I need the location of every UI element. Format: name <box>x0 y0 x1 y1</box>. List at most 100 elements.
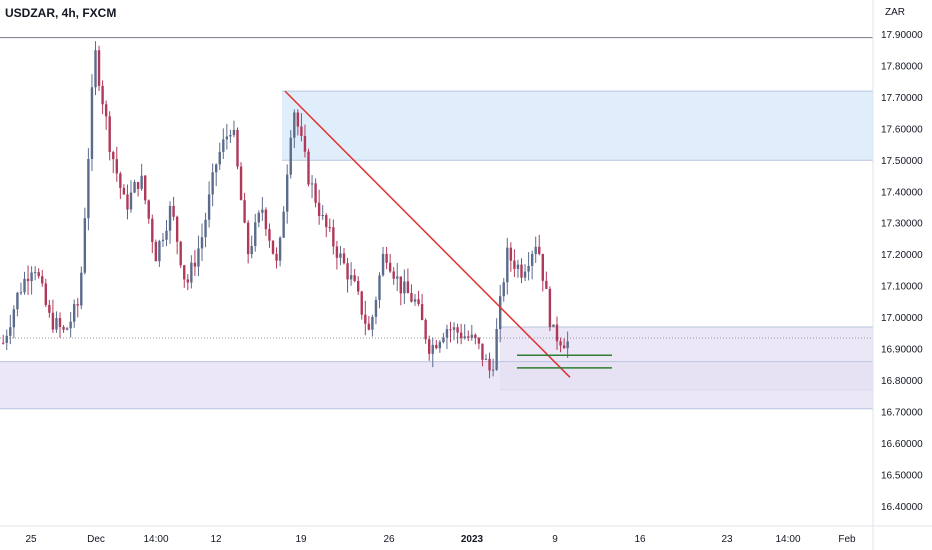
candle-body <box>399 276 402 294</box>
candle-body <box>183 265 186 280</box>
price-tick: 17.40000 <box>881 187 923 198</box>
candle-body <box>374 300 378 317</box>
candle-body <box>41 276 44 284</box>
candle-body <box>470 334 473 338</box>
candle-body <box>555 324 559 342</box>
candle-body <box>275 253 278 261</box>
candle-body <box>349 275 353 280</box>
candle-body <box>328 227 331 229</box>
candle-body <box>215 164 218 173</box>
candle-body <box>367 323 371 330</box>
candle-body <box>211 172 214 195</box>
candle-body <box>442 337 445 343</box>
candle-body <box>94 50 97 88</box>
candle-body <box>218 151 221 165</box>
candle-body <box>158 241 161 262</box>
candle-body <box>538 246 541 254</box>
candle-body <box>438 342 442 349</box>
candle-body <box>2 342 5 344</box>
candle-body <box>459 332 463 339</box>
candle-body <box>559 341 562 346</box>
candle-body <box>552 324 555 327</box>
candle-body <box>314 183 317 203</box>
lines-layer <box>0 37 873 339</box>
price-tick: 17.00000 <box>881 313 923 324</box>
candle-body <box>410 293 413 302</box>
candle-body <box>197 248 200 267</box>
candle-body <box>388 262 392 272</box>
candle-body <box>420 304 424 321</box>
price-tick: 16.60000 <box>881 439 923 450</box>
price-tick: 16.80000 <box>881 376 923 387</box>
candle-body <box>562 345 566 349</box>
candle-body <box>278 237 282 261</box>
candle-body <box>293 112 296 138</box>
candle-body <box>161 239 165 242</box>
candle-body <box>73 304 76 322</box>
time-tick: 25 <box>25 534 37 545</box>
candle-body <box>207 194 211 220</box>
candle-body <box>406 281 410 294</box>
overlay-layer <box>284 90 612 378</box>
candle-body <box>317 202 321 216</box>
candle-body <box>357 281 360 292</box>
time-tick: 9 <box>552 534 558 545</box>
candle-body <box>236 129 239 167</box>
candle-body <box>403 281 406 294</box>
candle-body <box>222 139 225 152</box>
candle-body <box>520 264 523 278</box>
time-tick: 19 <box>295 534 307 545</box>
candle-body <box>566 341 569 349</box>
candle-body <box>193 262 197 267</box>
candle-body <box>136 182 140 189</box>
candle-body <box>58 318 62 327</box>
candle-body <box>325 215 328 228</box>
price-tick: 16.70000 <box>881 407 923 418</box>
candle-body <box>119 173 122 188</box>
candle-body <box>509 247 513 261</box>
candle-body <box>5 335 8 343</box>
price-tick: 16.90000 <box>881 345 923 356</box>
candle-body <box>413 299 417 302</box>
candle-body <box>9 327 12 336</box>
candle-body <box>204 219 207 238</box>
candle-body <box>502 282 505 297</box>
candle-body <box>474 334 477 338</box>
candle-body <box>165 230 168 240</box>
candle-body <box>80 272 83 306</box>
candle-body <box>190 262 193 283</box>
candle-body <box>527 265 530 272</box>
candle-body <box>254 222 257 247</box>
candle-body <box>151 218 154 242</box>
candle-body <box>229 135 232 137</box>
candle-body <box>516 264 520 269</box>
candle-body <box>463 336 466 339</box>
candle-body <box>378 275 381 301</box>
price-tick: 17.90000 <box>881 30 923 41</box>
candle-body <box>62 326 65 330</box>
time-tick: 2023 <box>461 534 484 545</box>
candle-body <box>346 263 349 280</box>
price-tick: 17.60000 <box>881 124 923 135</box>
candle-body <box>286 174 289 212</box>
zone-demand-lower <box>0 361 873 409</box>
candle-body <box>129 192 133 210</box>
candle-body <box>33 272 37 274</box>
candle-body <box>23 278 26 293</box>
candle-body <box>239 166 243 201</box>
time-tick: Dec <box>87 534 105 545</box>
candle-body <box>133 182 136 193</box>
candle-body <box>435 344 438 349</box>
candle-body <box>548 288 552 327</box>
candle-body <box>264 209 268 230</box>
candle-body <box>385 253 388 263</box>
candle-body <box>140 175 143 189</box>
candle-body <box>87 158 90 219</box>
candle-body <box>232 129 236 136</box>
candle-body <box>424 320 427 340</box>
candle-body <box>488 358 491 371</box>
candle-body <box>491 369 495 371</box>
candle-body <box>282 211 285 238</box>
candle-body <box>243 200 246 223</box>
